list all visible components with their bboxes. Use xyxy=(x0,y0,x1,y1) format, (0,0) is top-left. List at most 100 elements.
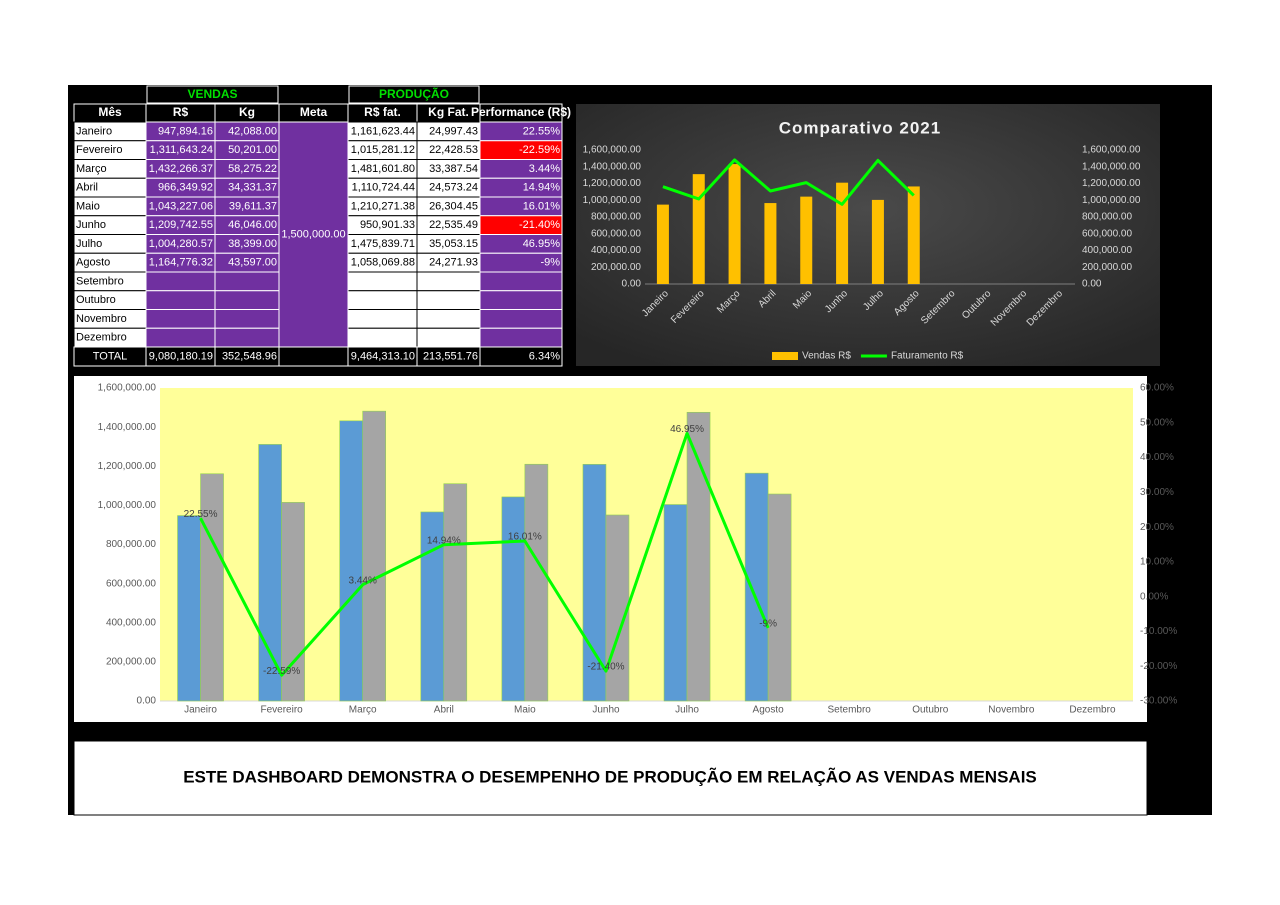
table-text: 14.94% xyxy=(523,182,561,194)
bar xyxy=(686,411,711,702)
table-text: Janeiro xyxy=(76,125,112,137)
table-cell xyxy=(145,271,216,292)
table-text: 1,432,266.37 xyxy=(149,163,213,175)
table-text: 26,304.45 xyxy=(429,200,478,212)
table-cell xyxy=(479,290,563,310)
table-text: 39,611.37 xyxy=(229,200,277,212)
table-text: 34,331.37 xyxy=(228,182,277,194)
y-tick-label: 20.00% xyxy=(1140,522,1174,533)
y-tick-label: 30.00% xyxy=(1140,487,1174,498)
bar xyxy=(692,174,705,284)
table-text: 24,271.93 xyxy=(429,257,478,269)
table-text: 3.44% xyxy=(529,163,560,175)
y-tick-label: 200,000.00 xyxy=(1082,262,1132,273)
y-tick-label: 1,200,000.00 xyxy=(98,461,157,472)
x-tick-label: Abril xyxy=(434,705,454,716)
y-tick-label: 1,400,000.00 xyxy=(583,161,642,172)
table-text: 1,311,643.24 xyxy=(150,144,213,156)
table-text: 1,161,623.44 xyxy=(351,125,415,137)
table-text: Fevereiro xyxy=(76,144,122,156)
group-header xyxy=(348,85,480,104)
y-tick-label: 0.00 xyxy=(622,279,642,290)
y-tick-label: 600,000.00 xyxy=(591,228,641,239)
y-tick-label: 1,400,000.00 xyxy=(98,422,157,433)
y-tick-label: -30.00% xyxy=(1140,696,1177,707)
table-text: Março xyxy=(76,163,107,175)
y-tick-label: 40.00% xyxy=(1140,452,1174,463)
table-cell xyxy=(347,327,418,348)
table-text: 24,573.24 xyxy=(429,182,478,194)
table-cell xyxy=(347,290,418,310)
table-cell xyxy=(145,290,216,310)
group-header-text: VENDAS xyxy=(187,87,237,101)
table-text: Setembro xyxy=(76,275,124,287)
x-tick-label: Março xyxy=(349,705,377,716)
y-tick-label: 50.00% xyxy=(1140,417,1174,428)
table-text: 22.55% xyxy=(523,125,561,137)
table-text: 947,894.16 xyxy=(158,125,213,137)
table-text: 46.95% xyxy=(523,238,561,250)
table-text: 1,500,000.00 xyxy=(281,228,345,240)
table-text: -21.40% xyxy=(519,219,560,231)
footer-box xyxy=(73,740,1148,816)
y-tick-label: 1,000,000.00 xyxy=(1082,195,1141,206)
table-text: 16.01% xyxy=(523,200,561,212)
data-label: -9% xyxy=(759,619,777,630)
table-text: 24,997.43 xyxy=(429,125,478,137)
table-text: Maio xyxy=(76,200,100,212)
y-tick-label: 800,000.00 xyxy=(591,212,641,223)
table-cell xyxy=(214,327,280,348)
table-cell xyxy=(214,290,280,310)
table-text: Outubro xyxy=(76,294,116,306)
table-text: -22.59% xyxy=(519,144,560,156)
bar xyxy=(764,203,777,284)
line-series xyxy=(662,158,915,206)
y-tick-label: 600,000.00 xyxy=(1082,228,1132,239)
table-text: 33,387.54 xyxy=(429,163,478,175)
table-cell xyxy=(416,309,481,329)
table-text: 35,053.15 xyxy=(429,238,478,250)
bar xyxy=(744,472,769,702)
x-tick-label: Novembro xyxy=(988,705,1035,716)
bar xyxy=(200,473,224,702)
table-text: 1,043,227.06 xyxy=(149,200,213,212)
table-cell xyxy=(347,309,418,329)
table-text: Abril xyxy=(76,182,98,194)
x-tick-label: Junho xyxy=(592,705,620,716)
x-tick-label: Maio xyxy=(514,705,536,716)
bar xyxy=(524,463,549,702)
table-text: 9,464,313.10 xyxy=(351,350,415,362)
table-text: 1,209,742.55 xyxy=(149,219,213,231)
data-label: -22.59% xyxy=(263,666,300,677)
table-text: 352,548.96 xyxy=(222,350,277,362)
bar xyxy=(258,444,282,702)
column-header: R$ xyxy=(173,105,189,119)
y-tick-label: -10.00% xyxy=(1140,626,1177,637)
bar xyxy=(605,514,630,702)
column-header: Meta xyxy=(300,105,328,119)
table-cell xyxy=(214,271,280,292)
table-text: 42,088.00 xyxy=(228,125,277,137)
table-text: TOTAL xyxy=(93,350,127,362)
y-tick-label: 800,000.00 xyxy=(1082,212,1132,223)
bar xyxy=(656,204,669,284)
table-cell xyxy=(278,346,349,367)
table-text: 58,275.22 xyxy=(228,163,277,175)
chart-panel xyxy=(576,104,1160,366)
x-tick-label: Agosto xyxy=(753,705,785,716)
y-tick-label: 1,600,000.00 xyxy=(98,383,157,394)
x-tick-label: Fevereiro xyxy=(261,705,304,716)
table-cell xyxy=(416,327,481,348)
y-tick-label: 400,000.00 xyxy=(1082,245,1132,256)
table-text: 950,901.33 xyxy=(360,219,415,231)
y-tick-label: 400,000.00 xyxy=(106,617,156,628)
table-text: Novembro xyxy=(76,313,127,325)
meta-cell xyxy=(278,121,349,348)
table-text: 1,004,280.57 xyxy=(149,238,213,250)
y-tick-label: 200,000.00 xyxy=(591,262,641,273)
x-tick-label: Janeiro xyxy=(184,705,217,716)
table-cell xyxy=(347,271,418,292)
table-text: 966,349.92 xyxy=(158,182,213,194)
table-text: Dezembro xyxy=(76,332,127,344)
